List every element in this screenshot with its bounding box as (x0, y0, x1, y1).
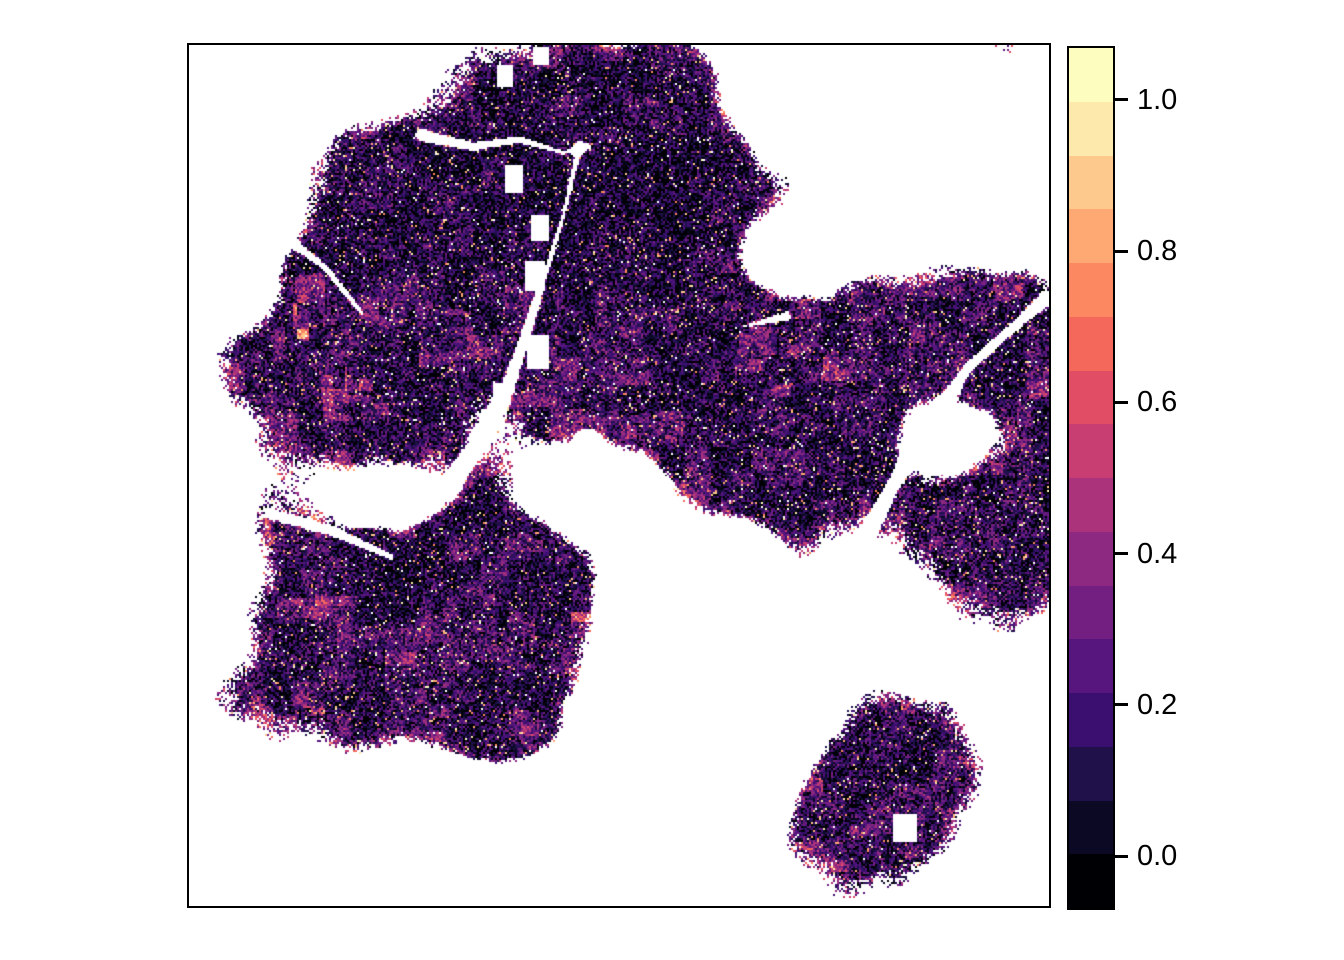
legend-tick-label: 0.2 (1137, 688, 1178, 721)
legend-color-segment (1069, 209, 1113, 263)
legend-tick-mark (1115, 854, 1128, 858)
legend-tick-mark (1115, 400, 1128, 404)
legend-tick-mark (1115, 703, 1128, 707)
legend-color-segment (1069, 101, 1113, 156)
legend-tick-label: 0.6 (1137, 386, 1178, 419)
legend-color-segment (1069, 48, 1113, 102)
raster-map-canvas (189, 45, 1049, 906)
legend-color-segment (1069, 370, 1113, 425)
legend-tick-label: 1.0 (1137, 83, 1178, 116)
legend-tick-label: 0.4 (1137, 537, 1178, 570)
legend-color-segment (1069, 424, 1113, 478)
legend-colorbar (1067, 46, 1115, 910)
legend-tick-mark (1115, 98, 1128, 102)
legend-color-segment (1069, 746, 1113, 801)
legend-tick-label: 0.0 (1137, 840, 1178, 872)
legend-tick-mark (1115, 249, 1128, 253)
legend-color-segment (1069, 316, 1113, 371)
legend-color-segment (1069, 639, 1113, 693)
legend-color-segment (1069, 854, 1113, 908)
legend-tick-mark (1115, 552, 1128, 556)
legend-color-segment (1069, 800, 1113, 855)
legend-color-segment (1069, 155, 1113, 210)
map-plot-frame (187, 43, 1051, 908)
legend-color-segment (1069, 693, 1113, 747)
legend-tick-label: 0.8 (1137, 235, 1178, 268)
legend-color-segment (1069, 585, 1113, 640)
legend-color-segment (1069, 263, 1113, 317)
legend-color-segment (1069, 478, 1113, 532)
legend-color-segment (1069, 531, 1113, 586)
